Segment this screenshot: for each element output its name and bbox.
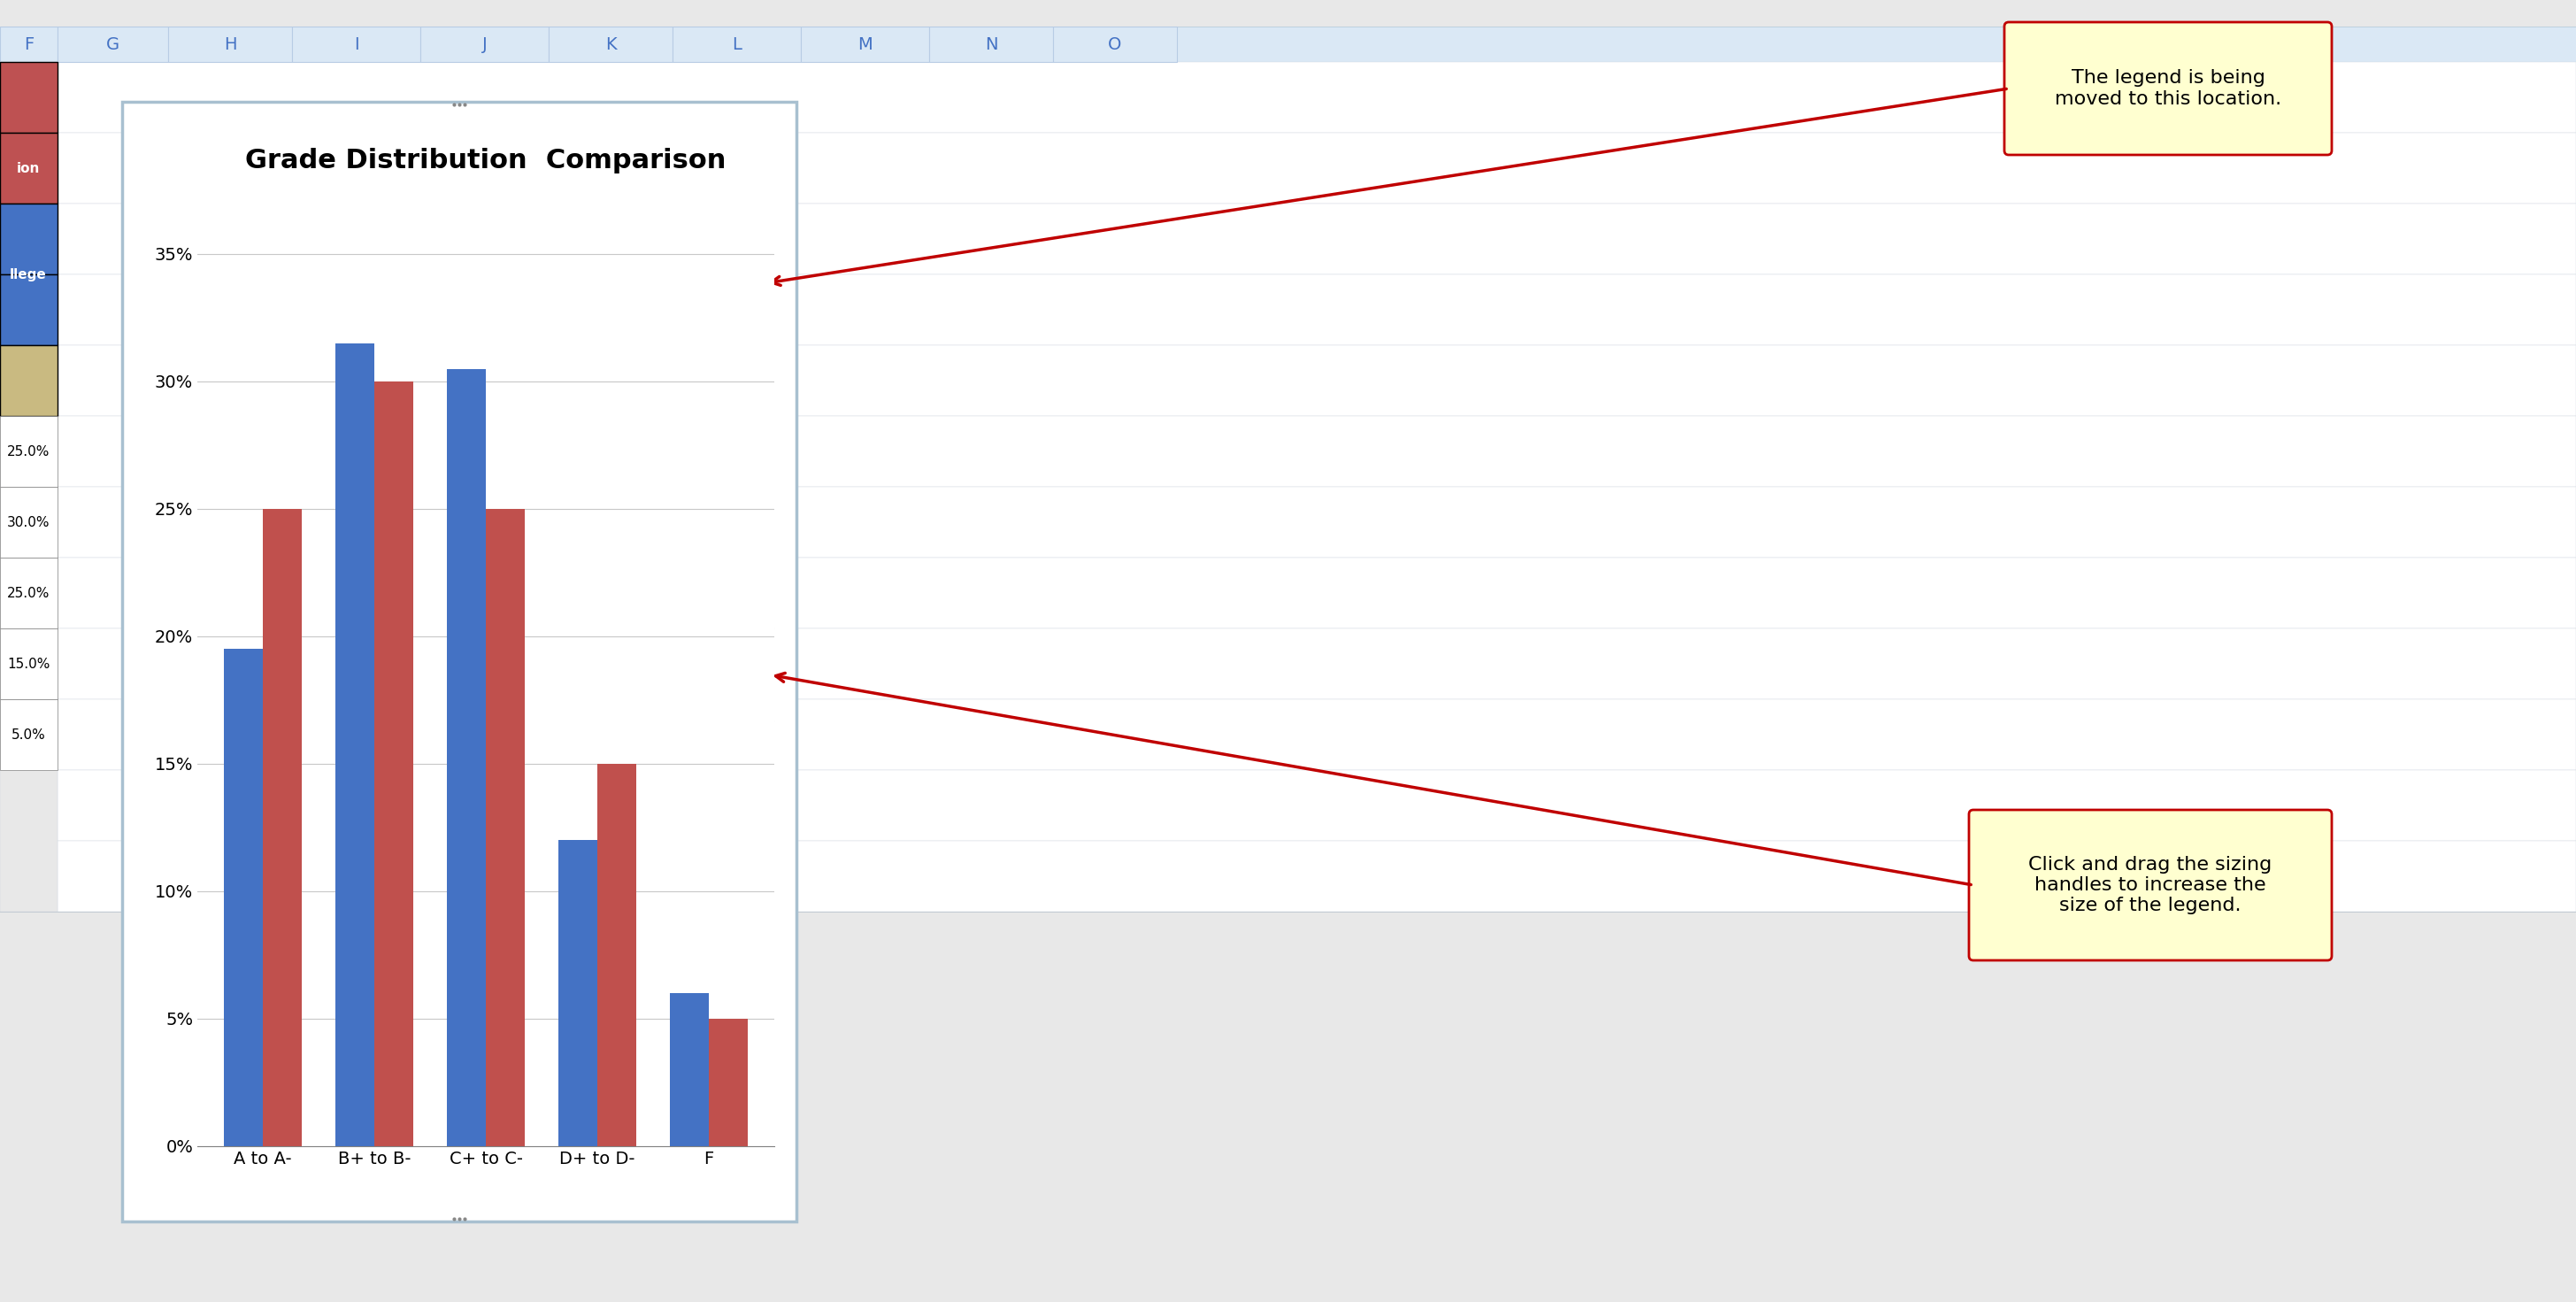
Text: 30.0%: 30.0%	[8, 516, 49, 529]
Bar	[0, 133, 57, 203]
Text: M: M	[858, 36, 873, 52]
Bar	[0, 417, 57, 487]
Bar	[57, 62, 2576, 133]
Bar	[57, 417, 2576, 487]
Bar	[0, 699, 57, 769]
Bar	[0, 26, 2576, 62]
Bar	[57, 26, 167, 62]
Bar	[0, 629, 57, 699]
Bar	[291, 26, 420, 62]
Text: 5.0%: 5.0%	[10, 728, 46, 741]
Bar	[167, 26, 291, 62]
Bar	[57, 769, 2576, 841]
Bar	[487, 509, 526, 1146]
Bar	[57, 629, 2576, 699]
Text: H: H	[224, 36, 237, 52]
FancyBboxPatch shape	[121, 102, 796, 1221]
Bar	[549, 26, 672, 62]
Bar	[57, 133, 2576, 203]
Title: Grade Distribution  Comparison: Grade Distribution Comparison	[245, 148, 726, 173]
Bar	[598, 764, 636, 1146]
Bar	[0, 345, 57, 417]
Bar	[647, 644, 665, 664]
Bar	[374, 381, 412, 1146]
Text: 25.0%: 25.0%	[8, 586, 49, 600]
Text: F: F	[23, 36, 33, 52]
Text: O: O	[1108, 36, 1121, 52]
Bar	[263, 509, 301, 1146]
Bar	[57, 557, 2576, 629]
Bar	[420, 26, 549, 62]
Bar	[670, 993, 708, 1146]
Bar	[672, 26, 801, 62]
Bar	[57, 345, 2576, 417]
Text: J: J	[482, 36, 487, 52]
Bar	[801, 26, 930, 62]
Bar	[559, 840, 598, 1146]
Bar	[647, 677, 665, 697]
Text: College: College	[672, 678, 732, 695]
Text: I: I	[353, 36, 358, 52]
Text: The legend is being
moved to this location.: The legend is being moved to this locati…	[2056, 69, 2282, 108]
Text: G: G	[106, 36, 118, 52]
Bar	[57, 203, 2576, 275]
FancyBboxPatch shape	[1968, 810, 2331, 961]
Text: Click and drag the sizing
handles to increase the
size of the legend.: Click and drag the sizing handles to inc…	[2027, 855, 2272, 914]
Bar	[57, 487, 2576, 557]
Bar	[760, 669, 770, 680]
Bar	[0, 487, 57, 557]
Bar	[708, 1018, 747, 1146]
Text: Class: Class	[672, 646, 714, 661]
FancyBboxPatch shape	[647, 225, 760, 341]
Bar	[1054, 26, 1177, 62]
Text: llege: llege	[10, 268, 46, 281]
FancyBboxPatch shape	[2004, 22, 2331, 155]
Text: ion: ion	[15, 161, 41, 174]
Bar	[57, 841, 2576, 911]
Bar	[930, 26, 1054, 62]
Bar	[335, 344, 374, 1146]
Bar	[0, 62, 57, 911]
Bar	[57, 699, 2576, 769]
Bar	[636, 629, 765, 721]
Bar	[0, 275, 57, 345]
Bar	[57, 275, 2576, 345]
Text: L: L	[732, 36, 742, 52]
Bar	[224, 650, 263, 1146]
Bar	[0, 62, 57, 133]
Text: ✛: ✛	[693, 271, 714, 296]
Bar	[446, 368, 487, 1146]
Text: N: N	[984, 36, 997, 52]
Text: K: K	[605, 36, 616, 52]
Bar	[0, 557, 57, 629]
Bar	[0, 26, 57, 62]
Text: 15.0%: 15.0%	[8, 658, 49, 671]
Text: 25.0%: 25.0%	[8, 445, 49, 458]
Bar	[0, 203, 57, 275]
